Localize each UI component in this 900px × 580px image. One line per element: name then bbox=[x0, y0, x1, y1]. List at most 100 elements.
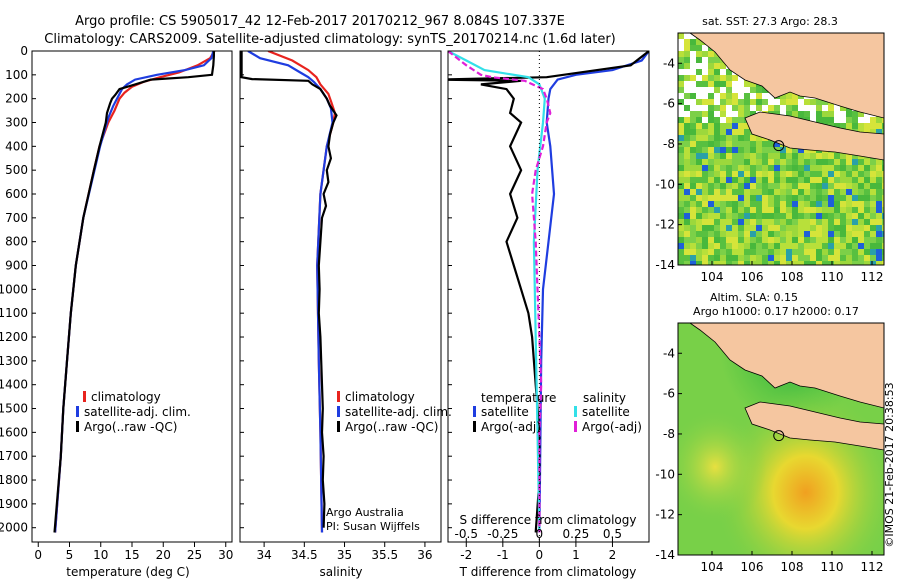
difference-legend: temperature satellite Argo(-adj) salinit… bbox=[473, 391, 642, 434]
sst-land-sumatra bbox=[678, 33, 884, 119]
sla-land-java bbox=[744, 401, 884, 451]
footer-stamp: ©IMOS 21-Feb-2017 20:38:53 bbox=[883, 382, 896, 547]
x-tick-label: 10 bbox=[93, 548, 108, 562]
y-tick-label: 1600 bbox=[0, 425, 28, 439]
sla-map: Altim. SLA: 0.15 Argo h1000: 0.17 h2000:… bbox=[655, 291, 885, 574]
legend-swatch-satellite bbox=[337, 406, 340, 417]
y-tick-label: 1800 bbox=[0, 473, 28, 487]
map-x-tick-label: 106 bbox=[741, 270, 764, 284]
title-line-2: Climatology: CARS2009. Satellite-adjuste… bbox=[44, 32, 616, 47]
map-y-tick-label: -10 bbox=[655, 177, 675, 191]
y-tick-label: 1900 bbox=[0, 497, 28, 511]
x-tick-label: 30 bbox=[218, 548, 233, 562]
legend-swatch-argo bbox=[76, 421, 79, 432]
annotation-pi: PI: Susan Wijffels bbox=[326, 520, 420, 533]
legend-label-argo: Argo(..raw -QC) bbox=[84, 420, 177, 434]
salinity-plot-frame bbox=[239, 50, 442, 543]
y-tick-label: 1000 bbox=[0, 282, 28, 296]
series-argo-raw-qc- bbox=[240, 51, 338, 528]
map-x-tick-label: 110 bbox=[821, 560, 844, 574]
y-tick-label: 600 bbox=[5, 187, 28, 201]
legend-label-sal-satellite: satellite bbox=[582, 405, 630, 419]
y-tick-label: 400 bbox=[5, 139, 28, 153]
x-tick-top-label: 0 bbox=[536, 527, 544, 541]
temperature-xlabel: temperature (deg C) bbox=[66, 565, 189, 579]
y-tick-label: 0 bbox=[20, 44, 28, 58]
x-tick-label: 20 bbox=[156, 548, 171, 562]
sst-map: sat. SST: 27.3 Argo: 28.3 104 106 108 110 11… bbox=[655, 15, 885, 284]
difference-panel: -2 -1 0 1 2 -0.5 -0.25 0 0.25 0.5 T difference fr… bbox=[447, 50, 650, 579]
title-line-1: Argo profile: CS 5905017_42 12-Feb-2017 … bbox=[75, 14, 565, 29]
y-tick-label: 1500 bbox=[0, 402, 28, 416]
sst-land-java bbox=[744, 111, 884, 161]
sst-map-frame bbox=[677, 32, 885, 266]
map-x-tick-label: 112 bbox=[861, 270, 884, 284]
legend-label-satellite: satellite-adj. clim. bbox=[84, 405, 191, 419]
x-tick-label: 36 bbox=[417, 548, 432, 562]
map-y-tick-label: -8 bbox=[663, 137, 675, 151]
x-tick-label: 0 bbox=[34, 548, 42, 562]
legend-label-temp-argo: Argo(-adj) bbox=[481, 420, 541, 434]
x-tick-label: 34 bbox=[256, 548, 271, 562]
y-tick-label: 1200 bbox=[0, 330, 28, 344]
x-tick-label: 5 bbox=[66, 548, 74, 562]
legend-swatch-climatology bbox=[337, 391, 340, 402]
x-tick-top-label: -0.25 bbox=[487, 527, 518, 541]
difference-xlabel-top: S difference from climatology bbox=[460, 513, 637, 527]
salinity-xlabel: salinity bbox=[319, 565, 362, 579]
legend-title-salinity: salinity bbox=[583, 391, 626, 405]
sla-map-title: Altim. SLA: 0.15 bbox=[710, 291, 798, 304]
y-tick-label: 800 bbox=[5, 235, 28, 249]
map-y-tick-label: -8 bbox=[663, 427, 675, 441]
temperature-plot-frame bbox=[31, 50, 233, 543]
map-y-tick-label: -6 bbox=[663, 387, 675, 401]
legend-swatch-temp-argo bbox=[473, 421, 476, 432]
map-y-tick-label: -14 bbox=[655, 258, 675, 272]
map-x-tick-label: 112 bbox=[861, 560, 884, 574]
series-climatology bbox=[267, 51, 337, 533]
annotation-argo-australia: Argo Australia bbox=[326, 506, 404, 519]
map-x-tick-label: 108 bbox=[781, 270, 804, 284]
legend-swatch-sal-argo bbox=[574, 421, 577, 432]
temperature-panel: 0 5 10 15 20 25 300100200300400500600700800900… bbox=[0, 44, 233, 579]
series-temperature-argo-adj- bbox=[448, 51, 649, 533]
series-satellite-adj-clim- bbox=[54, 51, 215, 533]
sst-map-title: sat. SST: 27.3 Argo: 28.3 bbox=[702, 15, 838, 28]
x-tick-label: 35 bbox=[337, 548, 352, 562]
y-tick-label: 900 bbox=[5, 259, 28, 273]
temperature-legend: climatology satellite-adj. clim. Argo(..… bbox=[76, 390, 191, 434]
map-y-tick-label: -12 bbox=[655, 218, 675, 232]
legend-label-sal-argo: Argo(-adj) bbox=[582, 420, 642, 434]
y-tick-label: 700 bbox=[5, 211, 28, 225]
x-tick-top-label: 0.25 bbox=[563, 527, 590, 541]
x-tick-label: 1 bbox=[572, 548, 580, 562]
sla-land-sumatra bbox=[678, 323, 884, 409]
legend-label-argo: Argo(..raw -QC) bbox=[345, 420, 438, 434]
map-x-tick-label: 108 bbox=[781, 560, 804, 574]
y-tick-label: 100 bbox=[5, 68, 28, 82]
x-tick-label: 15 bbox=[124, 548, 139, 562]
legend-swatch-satellite bbox=[76, 406, 79, 417]
y-tick-label: 200 bbox=[5, 92, 28, 106]
salinity-panel: 34 34.5 35 35.5 36 salinity climatology sate… bbox=[239, 50, 452, 579]
y-tick-label: 1300 bbox=[0, 354, 28, 368]
x-tick-label: -1 bbox=[497, 548, 509, 562]
x-tick-top-label: 0.5 bbox=[603, 527, 622, 541]
series-argo-raw-qc- bbox=[53, 51, 215, 533]
legend-swatch-argo bbox=[337, 421, 340, 432]
legend-swatch-temp-satellite bbox=[473, 406, 476, 417]
y-tick-label: 1400 bbox=[0, 378, 28, 392]
salinity-legend: climatology satellite-adj. clim. Argo(..… bbox=[337, 390, 452, 434]
map-x-tick-label: 110 bbox=[821, 270, 844, 284]
series-climatology bbox=[54, 51, 216, 533]
difference-plot-frame bbox=[447, 50, 650, 543]
legend-label-temp-satellite: satellite bbox=[481, 405, 529, 419]
legend-label-satellite: satellite-adj. clim. bbox=[345, 405, 452, 419]
x-tick-top-label: -0.5 bbox=[455, 527, 478, 541]
map-y-tick-label: -6 bbox=[663, 97, 675, 111]
map-y-tick-label: -4 bbox=[663, 346, 675, 360]
legend-swatch-climatology bbox=[83, 391, 86, 402]
sla-argo-marker bbox=[773, 430, 785, 442]
legend-label-climatology: climatology bbox=[91, 390, 161, 404]
